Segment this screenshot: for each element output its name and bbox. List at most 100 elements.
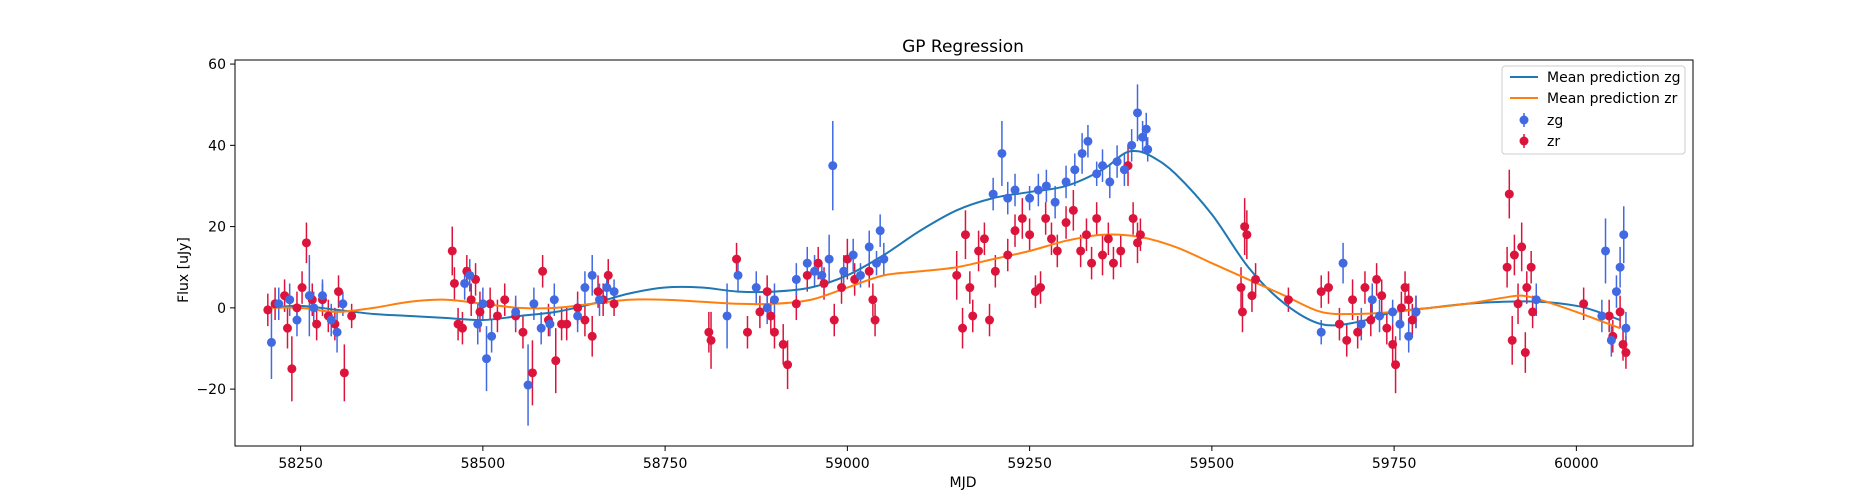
chart-title: GP Regression (902, 37, 1024, 57)
zg-point-82 (1615, 262, 1625, 272)
zr-point-97 (1240, 222, 1250, 232)
legend-label-mean-zg: Mean prediction zg (1547, 70, 1681, 86)
legend-box (1501, 65, 1686, 155)
zg-point-28 (722, 311, 732, 321)
zg-point-38 (828, 161, 838, 171)
y-tick-label-40: 40 (208, 138, 226, 154)
zr-point-23 (475, 307, 485, 317)
x-tick-label-59500: 59500 (1190, 456, 1235, 472)
zg-point-55 (1070, 165, 1080, 175)
zg-point-68 (1316, 327, 1326, 337)
zr-point-64 (958, 323, 968, 333)
zg-point-54 (1061, 177, 1071, 187)
zr-point-70 (985, 315, 995, 325)
zr-point-135 (1621, 348, 1631, 358)
legend: Mean prediction zg Mean prediction zr zg… (1501, 65, 1686, 155)
zg-point-45 (879, 254, 889, 264)
zg-point-41 (855, 270, 865, 280)
zr-point-73 (1010, 226, 1020, 236)
zr-point-47 (762, 287, 772, 297)
y-axis-label: Flux [uJy] (176, 237, 192, 303)
zg-point-18 (529, 299, 539, 309)
zg-point-24 (587, 270, 597, 280)
zr-point-95 (1236, 283, 1246, 293)
zr-point-37 (587, 331, 597, 341)
zr-point-96 (1237, 307, 1247, 317)
zg-point-8 (332, 327, 342, 337)
zr-point-116 (1400, 283, 1410, 293)
gp-mean-line-zr (271, 233, 1621, 330)
y-tick-label-0: 0 (217, 301, 226, 317)
zr-point-34 (562, 319, 572, 329)
zg-point-7 (326, 315, 336, 325)
x-tick-label-58500: 58500 (461, 456, 506, 472)
zr-point-108 (1360, 283, 1370, 293)
zr-point-32 (551, 356, 561, 366)
zg-point-31 (762, 303, 772, 313)
zr-point-61 (868, 295, 878, 305)
zg-point-37 (824, 254, 834, 264)
y-tick-label--20: −20 (196, 382, 226, 398)
ticks: 58250 58500 58750 59000 59250 59500 59750 60000… (196, 57, 1598, 472)
zg-points (266, 108, 1631, 390)
zr-point-118 (1407, 315, 1417, 325)
zr-point-84 (1081, 230, 1091, 240)
zg-point-9 (338, 299, 348, 309)
zg-point-40 (848, 250, 858, 260)
zg-point-80 (1606, 335, 1616, 345)
zg-point-35 (810, 266, 820, 276)
zg-point-3 (292, 315, 302, 325)
zr-point-83 (1076, 246, 1086, 256)
zr-point-25 (492, 311, 502, 321)
zg-point-70 (1356, 319, 1366, 329)
zr-point-105 (1342, 335, 1352, 345)
zr-point-13 (334, 287, 344, 297)
zr-point-127 (1522, 283, 1532, 293)
zg-point-23 (580, 283, 590, 293)
zr-point-42 (704, 327, 714, 337)
zg-point-60 (1105, 177, 1115, 187)
zg-point-48 (1003, 193, 1013, 203)
zg-point-66 (1141, 124, 1151, 134)
zr-point-69 (979, 234, 989, 244)
zg-point-75 (1404, 331, 1414, 341)
zr-point-126 (1520, 348, 1530, 358)
zr-point-115 (1396, 303, 1406, 313)
zr-point-68 (974, 246, 984, 256)
zg-point-15 (487, 331, 497, 341)
zr-point-111 (1377, 291, 1387, 301)
zr-point-0 (263, 305, 273, 315)
zg-point-39 (839, 266, 849, 276)
x-tick-label-58750: 58750 (643, 456, 688, 472)
zr-point-121 (1504, 189, 1514, 199)
zr-point-117 (1404, 295, 1414, 305)
zr-point-49 (769, 327, 779, 337)
zg-point-51 (1033, 185, 1043, 195)
zr-point-89 (1108, 258, 1118, 268)
zg-point-34 (802, 258, 812, 268)
zr-point-9 (312, 319, 322, 329)
zr-point-134 (1618, 339, 1628, 349)
plot-frame (234, 59, 1694, 447)
zg-point-59 (1098, 161, 1108, 171)
zr-point-93 (1133, 238, 1143, 248)
legend-label-zr: zr (1547, 134, 1560, 150)
zr-point-82 (1068, 205, 1078, 215)
zg-point-19 (536, 323, 546, 333)
zr-point-28 (518, 327, 528, 337)
zr-point-72 (1003, 250, 1013, 260)
zg-point-20 (545, 319, 555, 329)
zg-point-33 (791, 274, 801, 284)
zg-point-77 (1531, 295, 1541, 305)
zr-point-106 (1348, 295, 1358, 305)
zr-point-30 (538, 266, 548, 276)
zg-point-79 (1601, 246, 1611, 256)
zr-point-86 (1092, 213, 1102, 223)
zr-point-4 (287, 364, 297, 374)
zr-point-125 (1517, 242, 1527, 252)
zr-point-80 (1052, 246, 1062, 256)
zg-point-43 (872, 258, 882, 268)
zr-point-53 (802, 270, 812, 280)
zr-point-51 (783, 360, 793, 370)
